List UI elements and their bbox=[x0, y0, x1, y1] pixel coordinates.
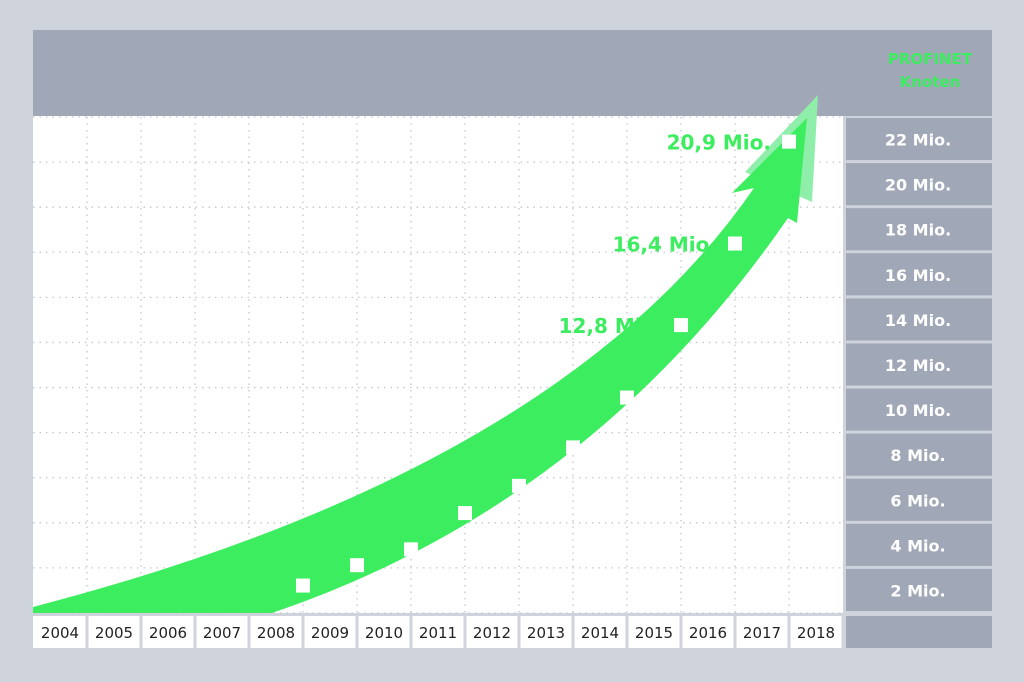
y-tick-label: 18 Mio. bbox=[885, 221, 951, 240]
x-tick-label: 2010 bbox=[365, 624, 403, 642]
data-point bbox=[674, 318, 688, 333]
y-tick-label: 14 Mio. bbox=[885, 311, 951, 330]
x-tick-label: 2015 bbox=[635, 624, 673, 642]
data-label: 20,9 Mio. bbox=[667, 131, 771, 155]
y-tick-label: 12 Mio. bbox=[885, 356, 951, 375]
y-tick-label: 2 Mio. bbox=[890, 581, 945, 600]
x-tick-label: 2017 bbox=[743, 624, 781, 642]
data-point bbox=[620, 390, 634, 405]
x-tick-label: 2007 bbox=[203, 624, 241, 642]
x-tick-label: 2009 bbox=[311, 624, 349, 642]
chart-title-line: Knoten bbox=[900, 73, 961, 91]
y-tick-label: 6 Mio. bbox=[890, 491, 945, 510]
data-point bbox=[458, 506, 472, 521]
x-tick-label: 2012 bbox=[473, 624, 511, 642]
x-tick-cell bbox=[628, 616, 680, 648]
x-tick-cell bbox=[304, 616, 356, 648]
x-tick-cell bbox=[682, 616, 734, 648]
y-tick-cell bbox=[846, 388, 992, 431]
x-tick-label: 2016 bbox=[689, 624, 727, 642]
data-label: 16,4 Mio. bbox=[613, 233, 717, 257]
y-tick-cell bbox=[846, 163, 992, 206]
x-tick-label: 2014 bbox=[581, 624, 619, 642]
y-tick-cell bbox=[846, 568, 992, 611]
x-tick-cell bbox=[790, 616, 842, 648]
data-point bbox=[728, 236, 742, 251]
growth-arrow bbox=[33, 118, 807, 613]
y-tick-label: 20 Mio. bbox=[885, 176, 951, 195]
x-tick-label: 2013 bbox=[527, 624, 565, 642]
y-tick-cell bbox=[846, 118, 992, 161]
data-point bbox=[350, 558, 364, 573]
x-tick-cell bbox=[88, 616, 140, 648]
x-tick-cell bbox=[574, 616, 626, 648]
chart-title-line: PROFINET bbox=[888, 50, 973, 68]
x-tick-cell bbox=[736, 616, 788, 648]
x-tick-cell bbox=[412, 616, 464, 648]
x-tick-cell bbox=[196, 616, 248, 648]
y-tick-cell bbox=[846, 298, 992, 341]
data-point bbox=[404, 542, 418, 557]
data-label: 12,8 Mio. bbox=[559, 314, 663, 338]
data-point bbox=[296, 578, 310, 593]
x-tick-cell bbox=[358, 616, 410, 648]
x-tick-cell bbox=[520, 616, 572, 648]
x-tick-label: 2005 bbox=[95, 624, 133, 642]
x-tick-label: 2004 bbox=[41, 624, 79, 642]
x-tick-label: 2008 bbox=[257, 624, 295, 642]
y-tick-cell bbox=[846, 478, 992, 521]
y-tick-label: 10 Mio. bbox=[885, 401, 951, 420]
y-tick-cell bbox=[846, 433, 992, 476]
axis-corner-cell bbox=[846, 616, 992, 648]
y-tick-label: 4 Mio. bbox=[890, 536, 945, 555]
header-panel bbox=[33, 30, 992, 116]
y-tick-cell bbox=[846, 523, 992, 566]
x-tick-label: 2006 bbox=[149, 624, 187, 642]
x-tick-cell bbox=[142, 616, 194, 648]
y-tick-label: 16 Mio. bbox=[885, 266, 951, 285]
y-tick-label: 8 Mio. bbox=[890, 446, 945, 465]
x-tick-label: 2018 bbox=[797, 624, 835, 642]
x-tick-cell bbox=[250, 616, 302, 648]
y-tick-cell bbox=[846, 253, 992, 296]
y-tick-label: 22 Mio. bbox=[885, 131, 951, 150]
x-tick-label: 2011 bbox=[419, 624, 457, 642]
y-tick-cell bbox=[846, 343, 992, 386]
x-tick-cell bbox=[33, 616, 86, 648]
x-tick-cell bbox=[466, 616, 518, 648]
data-point bbox=[566, 440, 580, 455]
y-tick-cell bbox=[846, 208, 992, 251]
data-point bbox=[512, 478, 526, 493]
data-point bbox=[782, 134, 796, 149]
